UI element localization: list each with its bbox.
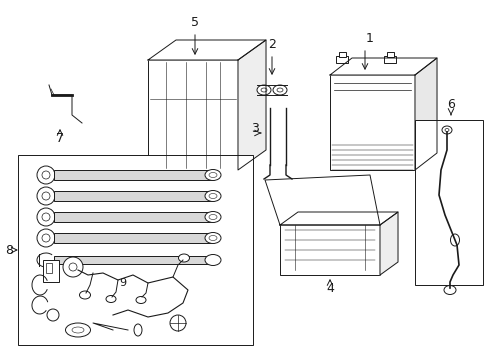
Bar [18, 155, 252, 345]
Circle shape [37, 187, 55, 205]
Ellipse shape [204, 190, 221, 202]
Bar [54, 170, 210, 180]
Text: 9: 9 [119, 278, 126, 288]
Bar [383, 56, 395, 63]
Text: 1: 1 [366, 31, 373, 45]
Bar [54, 233, 210, 243]
Bar [414, 120, 482, 285]
Circle shape [42, 234, 50, 242]
Ellipse shape [272, 85, 286, 95]
Ellipse shape [443, 285, 455, 294]
Ellipse shape [257, 85, 270, 95]
Text: 4: 4 [325, 282, 333, 294]
Polygon shape [329, 58, 436, 75]
Bar [338, 52, 346, 57]
Circle shape [37, 208, 55, 226]
Ellipse shape [72, 327, 84, 333]
Bar [54, 191, 210, 201]
Ellipse shape [261, 88, 266, 92]
Bar [43, 260, 59, 282]
Ellipse shape [208, 172, 217, 177]
Ellipse shape [444, 129, 448, 131]
Bar [46, 263, 52, 273]
Polygon shape [280, 212, 397, 225]
Ellipse shape [204, 233, 221, 243]
Ellipse shape [204, 255, 221, 266]
Ellipse shape [208, 215, 217, 220]
Text: 8: 8 [5, 243, 13, 256]
Text: 7: 7 [56, 131, 64, 144]
Ellipse shape [208, 235, 217, 240]
Text: 3: 3 [250, 122, 259, 135]
Ellipse shape [208, 194, 217, 198]
Bar [280, 225, 379, 275]
Circle shape [69, 263, 77, 271]
Circle shape [47, 309, 59, 321]
Circle shape [42, 192, 50, 200]
Ellipse shape [276, 88, 283, 92]
Bar [335, 56, 347, 63]
Bar [329, 75, 414, 170]
Text: 5: 5 [191, 15, 199, 28]
Polygon shape [238, 40, 265, 170]
Ellipse shape [65, 323, 90, 337]
Polygon shape [379, 212, 397, 275]
Circle shape [42, 213, 50, 221]
Bar [54, 212, 210, 222]
Circle shape [63, 257, 83, 277]
Ellipse shape [441, 126, 451, 134]
Ellipse shape [204, 211, 221, 222]
Bar [148, 60, 238, 170]
Polygon shape [148, 40, 265, 60]
Circle shape [170, 315, 185, 331]
Bar [386, 52, 393, 57]
Polygon shape [414, 58, 436, 170]
Ellipse shape [204, 170, 221, 180]
Text: 6: 6 [446, 99, 454, 112]
Ellipse shape [106, 296, 116, 302]
Ellipse shape [134, 324, 142, 336]
Circle shape [37, 166, 55, 184]
Ellipse shape [178, 254, 189, 262]
Ellipse shape [449, 234, 459, 246]
Circle shape [42, 171, 50, 179]
Bar [54, 256, 210, 264]
Text: 2: 2 [267, 37, 275, 50]
Ellipse shape [136, 297, 146, 303]
Circle shape [37, 229, 55, 247]
Polygon shape [264, 175, 379, 225]
Ellipse shape [80, 291, 90, 299]
